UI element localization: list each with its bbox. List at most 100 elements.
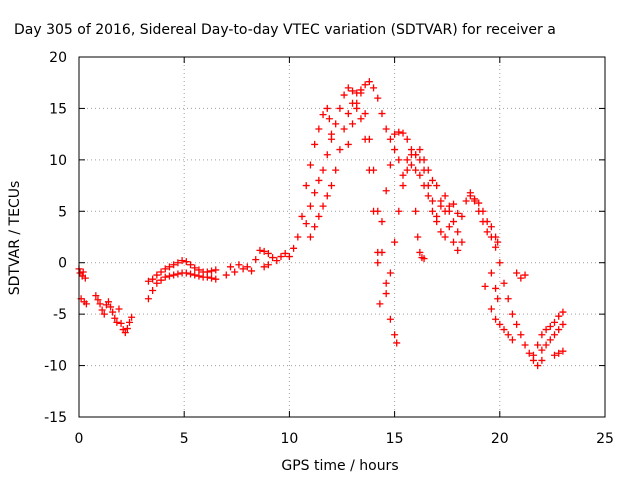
data-point [81, 274, 89, 282]
data-point [517, 274, 525, 282]
data-point [437, 202, 445, 210]
x-tick-label: 25 [596, 431, 614, 447]
data-point [340, 125, 348, 133]
x-tick-label: 0 [75, 431, 84, 447]
data-point [551, 331, 559, 339]
data-point [344, 84, 352, 92]
data-point [534, 341, 542, 349]
data-point [494, 238, 502, 246]
data-point [290, 244, 298, 252]
data-point [492, 233, 500, 241]
data-point [170, 261, 178, 269]
data-point [327, 182, 335, 190]
data-point [149, 286, 157, 294]
data-point [361, 81, 369, 89]
data-point [277, 253, 285, 261]
data-point [125, 318, 133, 326]
data-point [521, 271, 529, 279]
data-point [559, 347, 567, 355]
data-point [260, 263, 268, 271]
data-point [420, 182, 428, 190]
data-point [115, 305, 123, 313]
data-point [450, 238, 458, 246]
data-point [161, 273, 169, 281]
data-point [370, 84, 378, 92]
data-point [391, 130, 399, 138]
data-point [294, 233, 302, 241]
data-point [357, 89, 365, 97]
y-tick-label: -15 [44, 410, 67, 426]
data-point [100, 310, 108, 318]
data-point [94, 296, 102, 304]
data-point [302, 182, 310, 190]
data-point [319, 166, 327, 174]
data-point [487, 269, 495, 277]
data-point [504, 331, 512, 339]
data-point [212, 266, 220, 274]
data-point [248, 267, 256, 275]
data-point [399, 182, 407, 190]
data-point [393, 339, 401, 347]
data-point [494, 295, 502, 303]
data-point [481, 282, 489, 290]
data-point [332, 120, 340, 128]
data-point [239, 265, 247, 273]
data-point [311, 223, 319, 231]
data-point [454, 209, 462, 217]
data-point [458, 238, 466, 246]
data-point [273, 257, 281, 265]
data-point [315, 212, 323, 220]
data-point [374, 94, 382, 102]
data-point [420, 156, 428, 164]
data-point [336, 146, 344, 154]
data-point [391, 331, 399, 339]
data-point [349, 87, 357, 95]
data-point [187, 261, 195, 269]
y-tick-label: 5 [58, 204, 67, 220]
data-point [365, 135, 373, 143]
data-point [525, 349, 533, 357]
data-point [437, 228, 445, 236]
data-point [374, 259, 382, 267]
data-point [98, 306, 106, 314]
data-point [269, 254, 277, 262]
data-point [441, 207, 449, 215]
x-axis-label: GPS time / hours [281, 458, 398, 474]
y-tick-label: -10 [44, 359, 67, 375]
data-point [428, 176, 436, 184]
data-point [546, 336, 554, 344]
data-point [349, 99, 357, 107]
data-point [374, 207, 382, 215]
data-point [165, 272, 173, 280]
data-point [534, 362, 542, 370]
data-point [203, 268, 211, 276]
data-point [298, 212, 306, 220]
data-point [319, 202, 327, 210]
data-point [538, 346, 546, 354]
data-point [496, 320, 504, 328]
data-point [428, 197, 436, 205]
data-point [165, 263, 173, 271]
data-point [487, 305, 495, 313]
data-point [399, 129, 407, 137]
data-point [412, 207, 420, 215]
y-tick-label: 20 [49, 50, 67, 66]
data-point [416, 248, 424, 256]
data-point [195, 266, 203, 274]
data-point [445, 223, 453, 231]
data-point [378, 110, 386, 118]
data-point [496, 259, 504, 267]
data-point [182, 258, 190, 266]
data-point [513, 269, 521, 277]
data-point [395, 128, 403, 136]
data-point [153, 271, 161, 279]
data-point [170, 271, 178, 279]
data-point [174, 270, 182, 278]
data-point [104, 298, 112, 306]
data-point [107, 303, 115, 311]
data-point [462, 197, 470, 205]
data-point [306, 233, 314, 241]
data-point [500, 279, 508, 287]
data-point [222, 271, 230, 279]
data-point [325, 115, 333, 123]
